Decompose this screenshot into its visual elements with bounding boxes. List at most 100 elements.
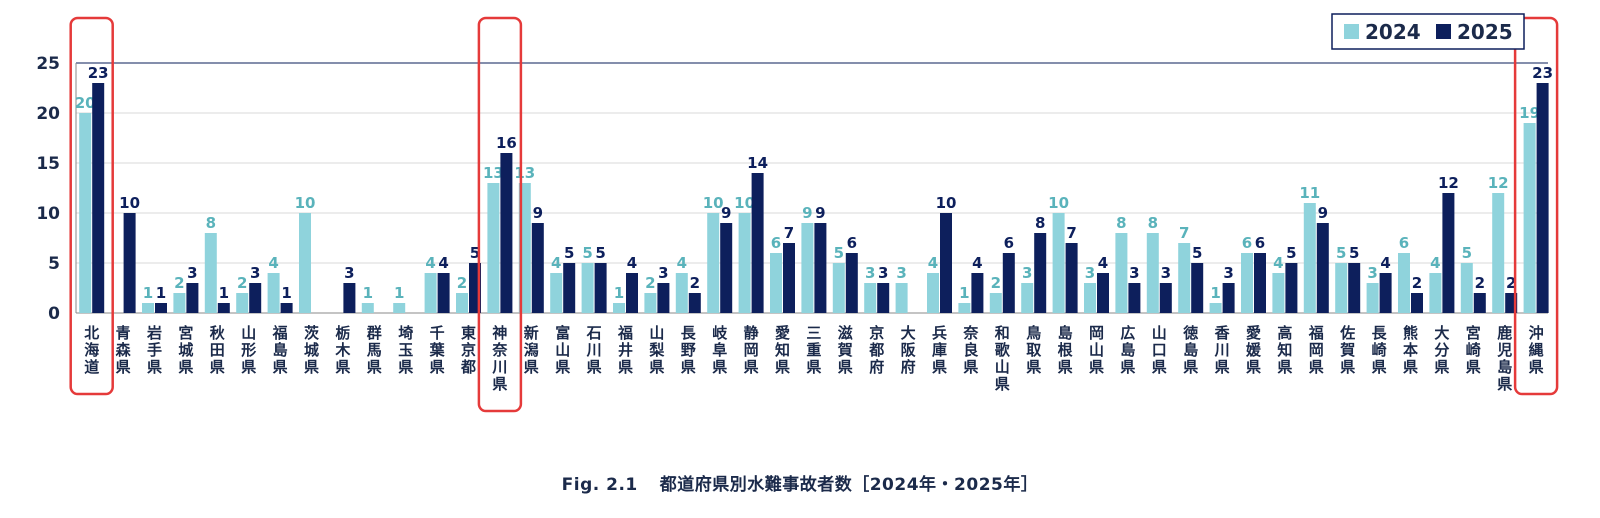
bar-label-2024-43: 4 xyxy=(1430,254,1440,272)
bar-2025-6 xyxy=(280,303,293,313)
bar-label-2025-29: 6 xyxy=(1004,234,1014,252)
bar-2024-5 xyxy=(236,293,249,313)
x-tick-label-18: 山梨県 xyxy=(648,324,664,376)
x-tick-label-13: 神奈川県 xyxy=(491,324,508,393)
x-tick-label-9: 群馬県 xyxy=(367,324,382,376)
bar-2025-38 xyxy=(1285,263,1298,313)
x-tick-label-17: 福井県 xyxy=(617,324,633,376)
x-tick-label-30: 鳥取県 xyxy=(1026,324,1042,376)
x-tick-label-27: 兵庫県 xyxy=(932,324,947,376)
bar-2024-16 xyxy=(581,263,594,313)
bar-label-2024-46: 19 xyxy=(1519,104,1540,122)
bar-label-2024-16: 5 xyxy=(582,244,592,262)
bar-label-2025-4: 1 xyxy=(219,284,229,302)
x-tick-label-5: 山形県 xyxy=(241,324,256,376)
highlight-box-13 xyxy=(477,16,523,413)
bar-2024-27 xyxy=(927,273,939,313)
figure-title: 都道府県別水難事故者数［2024年・2025年］ xyxy=(659,475,1039,495)
x-tick-label-4: 秋田県 xyxy=(210,324,226,376)
bar-2024-36 xyxy=(1209,303,1222,313)
bar-2025-13 xyxy=(500,153,513,313)
bar-2025-30 xyxy=(1034,233,1047,313)
bar-2024-17 xyxy=(613,303,625,313)
x-tick-label-31: 島根県 xyxy=(1058,324,1073,376)
x-tick-label-20: 岐阜県 xyxy=(712,324,728,376)
bar-label-2025-40: 5 xyxy=(1349,244,1359,262)
bar-label-2024-44: 5 xyxy=(1462,244,1472,262)
bar-label-2024-28: 1 xyxy=(959,284,969,302)
bar-label-2024-13: 13 xyxy=(483,164,504,182)
y-tick-label: 10 xyxy=(36,204,60,224)
bar-label-2025-42: 2 xyxy=(1412,274,1422,292)
bar-label-2024-31: 10 xyxy=(1048,194,1069,212)
bar-2025-15 xyxy=(563,263,576,313)
bar-2025-40 xyxy=(1348,263,1361,313)
x-tick-label-43: 大分県 xyxy=(1434,324,1449,376)
bar-label-2025-34: 3 xyxy=(1161,264,1171,282)
y-tick-label: 25 xyxy=(36,54,60,74)
bar-2024-38 xyxy=(1272,273,1285,313)
bar-label-2024-27: 4 xyxy=(928,254,938,272)
bar-2024-42 xyxy=(1398,253,1410,313)
bar-2025-1 xyxy=(123,213,136,313)
x-tick-label-24: 滋賀県 xyxy=(837,324,853,376)
bar-2025-28 xyxy=(971,273,984,313)
bar-2025-33 xyxy=(1128,283,1141,313)
legend-label-2025: 2025 xyxy=(1457,20,1513,44)
bar-label-2025-28: 4 xyxy=(972,254,982,272)
bar-2025-24 xyxy=(845,253,858,313)
bar-label-2024-21: 10 xyxy=(734,194,755,212)
bar-label-2025-30: 8 xyxy=(1035,214,1045,232)
bar-2024-30 xyxy=(1021,283,1034,313)
bar-label-2024-33: 8 xyxy=(1116,214,1126,232)
bar-2024-25 xyxy=(864,283,877,313)
bar-label-2024-5: 2 xyxy=(237,274,247,292)
bar-2025-16 xyxy=(594,263,607,313)
bar-label-2024-6: 4 xyxy=(268,254,278,272)
bar-label-2025-27: 10 xyxy=(936,194,957,212)
bar-label-2025-35: 5 xyxy=(1192,244,1202,262)
x-tick-label-28: 奈良県 xyxy=(962,324,979,376)
legend-swatch-2025 xyxy=(1436,24,1451,39)
bar-label-2025-41: 4 xyxy=(1380,254,1390,272)
bar-2025-17 xyxy=(626,273,638,313)
x-tick-label-46: 沖縄県 xyxy=(1529,324,1544,376)
bar-label-2025-11: 4 xyxy=(438,254,448,272)
bar-2024-6 xyxy=(267,273,280,313)
bar-label-2025-46: 23 xyxy=(1532,64,1553,82)
bar-2024-12 xyxy=(456,293,468,313)
bar-label-2025-1: 10 xyxy=(119,194,140,212)
bar-label-2024-11: 4 xyxy=(425,254,435,272)
x-tick-label-25: 京都府 xyxy=(868,324,884,376)
bar-label-2024-35: 7 xyxy=(1179,224,1189,242)
y-tick-label: 0 xyxy=(48,304,60,324)
bar-2024-33 xyxy=(1115,233,1128,313)
bar-label-2024-7: 10 xyxy=(295,194,316,212)
bar-2024-28 xyxy=(958,303,971,313)
bar-2024-35 xyxy=(1178,243,1191,313)
y-tick-label: 20 xyxy=(36,104,60,124)
x-tick-label-35: 徳島県 xyxy=(1182,324,1198,376)
y-tick-label: 5 xyxy=(48,254,60,274)
x-tick-label-11: 千葉県 xyxy=(429,324,446,376)
bar-2024-41 xyxy=(1366,283,1379,313)
x-tick-label-26: 大阪府 xyxy=(901,324,917,376)
bar-label-2025-6: 1 xyxy=(281,284,291,302)
bar-label-2024-17: 1 xyxy=(614,284,624,302)
bar-2025-8 xyxy=(343,283,356,313)
bar-2025-34 xyxy=(1159,283,1172,313)
bar-2024-11 xyxy=(424,273,437,313)
bar-2024-13 xyxy=(487,183,500,313)
bar-2025-11 xyxy=(437,273,450,313)
x-tick-label-15: 富山県 xyxy=(555,324,570,376)
bar-2024-44 xyxy=(1460,263,1473,313)
x-tick-label-22: 愛知県 xyxy=(775,324,790,376)
figure-label: Fig. 2.1 xyxy=(561,475,638,495)
x-tick-label-33: 広島県 xyxy=(1120,324,1135,376)
bar-2025-3 xyxy=(186,283,199,313)
bar-label-2024-40: 5 xyxy=(1336,244,1346,262)
bar-2024-45 xyxy=(1492,193,1505,313)
x-tick-label-3: 宮城県 xyxy=(178,324,193,376)
bar-2025-32 xyxy=(1097,273,1109,313)
